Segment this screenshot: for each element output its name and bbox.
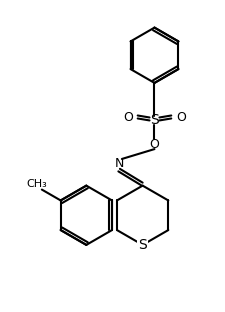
- Text: O: O: [149, 138, 159, 151]
- Text: S: S: [149, 114, 158, 127]
- Text: CH₃: CH₃: [26, 179, 47, 189]
- Text: S: S: [138, 238, 146, 252]
- Text: O: O: [176, 111, 185, 124]
- Text: N: N: [115, 157, 124, 170]
- Text: O: O: [122, 111, 132, 124]
